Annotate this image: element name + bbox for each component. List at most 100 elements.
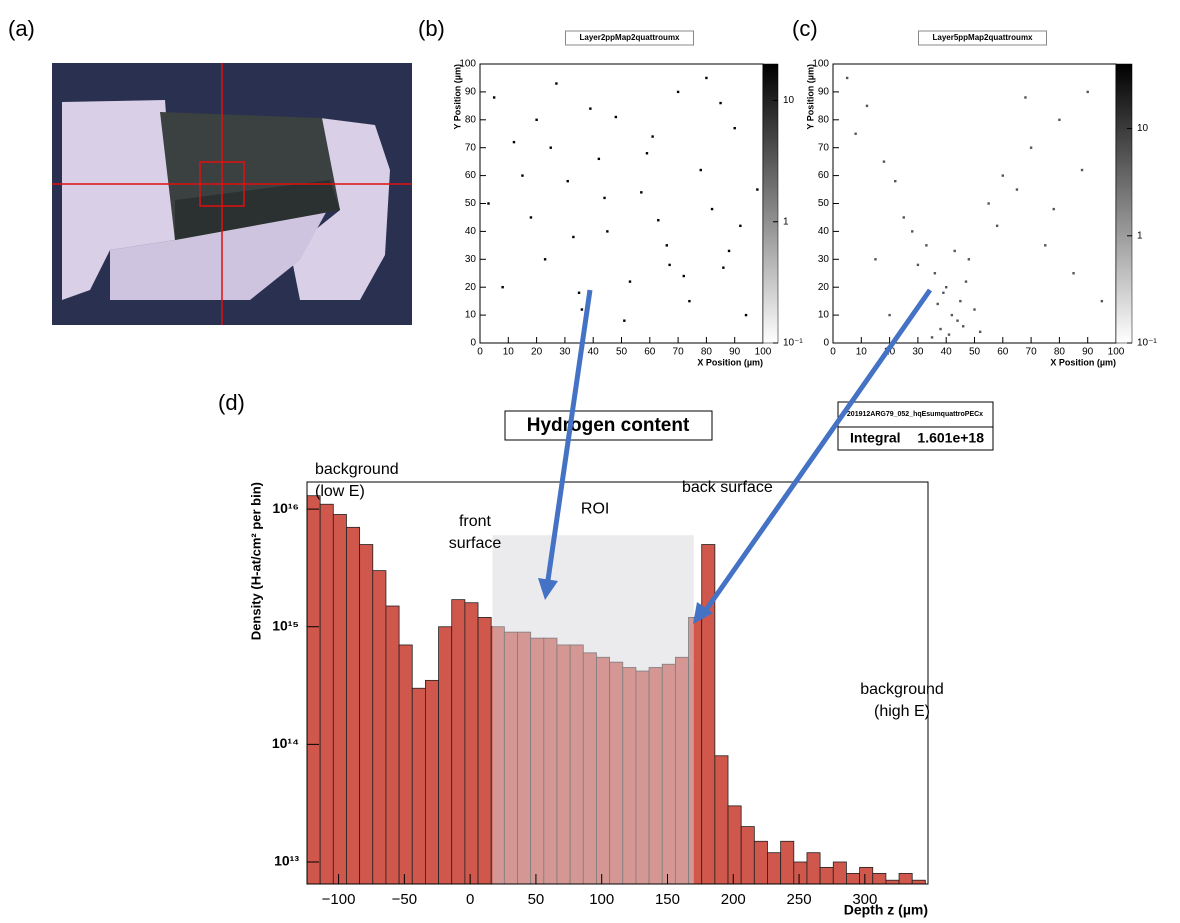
y-tick-label: 10¹⁵: [272, 617, 299, 633]
hit-pixel: [580, 308, 584, 311]
hit-pixel: [1024, 96, 1027, 99]
hit-pixel: [1001, 174, 1004, 177]
hit-pixel: [942, 291, 945, 294]
panel-label: (a): [8, 16, 35, 41]
hit-pixel: [722, 266, 725, 269]
bar: [332, 514, 347, 885]
hit-pixel: [1044, 244, 1047, 247]
x-tick-label: 40: [941, 347, 953, 358]
x-tick-label: 90: [1082, 347, 1094, 358]
hit-pixel: [597, 157, 601, 161]
colorbar-tick-label: 10: [783, 95, 795, 106]
annotation: back surface: [682, 479, 773, 496]
annotation: surface: [449, 535, 502, 552]
x-tick-label: 90: [729, 347, 741, 358]
hit-pixel: [882, 160, 886, 163]
title-box: [565, 30, 694, 46]
hit-pixel: [628, 280, 632, 283]
hit-pixel: [894, 179, 897, 183]
bar: [753, 840, 768, 885]
annotation: (high E): [874, 703, 930, 720]
hit-pixel: [956, 319, 959, 322]
hit-pixel: [623, 319, 626, 322]
photo: [52, 63, 412, 325]
title-box: [504, 410, 713, 441]
hit-pixel: [651, 135, 654, 138]
bar: [411, 687, 426, 885]
hit-pixel: [930, 336, 934, 339]
y-tick-label: 10¹⁴: [272, 735, 299, 751]
bar: [846, 872, 860, 885]
x-tick-label: 100: [1108, 347, 1125, 358]
x-tick-label: 60: [644, 347, 656, 358]
stats-box: [837, 401, 994, 451]
x-tick-label: 70: [673, 347, 685, 358]
bar: [806, 852, 821, 885]
hit-pixel: [733, 126, 736, 130]
bar: [780, 840, 795, 885]
bar: [898, 872, 913, 885]
y-tick-label: 50: [818, 198, 830, 209]
colorbar-tick-label: 1: [1137, 230, 1143, 241]
hit-pixel: [668, 263, 671, 267]
x-tick-label: 100: [589, 891, 614, 908]
hit-pixel: [739, 224, 742, 228]
y-tick-label: 90: [818, 87, 830, 98]
y-tick-label: 0: [823, 338, 829, 349]
hit-pixel: [756, 188, 759, 191]
hit-pixel: [614, 115, 618, 119]
y-tick-label: 30: [818, 254, 830, 265]
hit-pixel: [719, 101, 722, 105]
bar: [346, 526, 361, 885]
hit-pixel: [888, 313, 891, 317]
annotation: background: [860, 681, 944, 698]
hit-pixel: [566, 179, 569, 183]
hit-pixel: [865, 104, 869, 108]
x-tick-label: 20: [531, 347, 543, 358]
x-tick-label: 60: [997, 347, 1009, 358]
bar: [885, 879, 900, 885]
annotation: (low E): [315, 483, 365, 500]
y-tick-label: 100: [459, 59, 476, 70]
x-tick-label: 100: [755, 347, 772, 358]
y-tick-label: 60: [465, 170, 477, 181]
chart-title: Layer2ppMap2quattroumx: [579, 33, 680, 42]
hit-pixel: [925, 244, 928, 247]
x-axis-label: X Position (µm): [1050, 357, 1116, 367]
x-axis-label: Depth z (µm): [844, 902, 928, 918]
stats-name: 201912ARG79_052_hqEsumquattroPECx: [847, 411, 983, 418]
bar: [438, 626, 453, 885]
hit-pixel: [744, 313, 748, 317]
x-tick-label: 10: [503, 347, 515, 358]
hit-pixel: [487, 202, 490, 205]
hit-pixel: [521, 174, 524, 177]
bar: [714, 755, 729, 885]
bar: [911, 879, 926, 885]
x-tick-label: 30: [912, 347, 924, 358]
stats-label: Integral: [850, 430, 901, 446]
x-tick-label: −100: [322, 891, 356, 908]
hit-pixel: [978, 330, 982, 334]
hit-pixel: [945, 286, 948, 289]
colorbar: [762, 63, 779, 344]
bar: [793, 861, 808, 885]
hit-pixel: [1100, 299, 1104, 303]
hit-pixel: [1052, 207, 1055, 211]
bar: [727, 805, 742, 885]
hit-pixel: [710, 207, 714, 211]
y-tick-label: 60: [818, 170, 830, 181]
chart-title: Hydrogen content: [527, 415, 690, 436]
bar: [372, 570, 387, 885]
arrows: [538, 288, 933, 624]
bar: [385, 605, 400, 885]
panel-label: (d): [218, 390, 245, 415]
bar: [464, 602, 479, 885]
hit-pixel: [916, 263, 920, 267]
colorbar-tick-label: 10⁻¹: [1137, 338, 1157, 349]
bar: [306, 495, 321, 885]
annotation: front: [459, 513, 492, 530]
y-tick-label: 10: [818, 310, 830, 321]
hit-pixel: [529, 216, 533, 219]
colorbar-tick-label: 10⁻¹: [783, 338, 803, 349]
